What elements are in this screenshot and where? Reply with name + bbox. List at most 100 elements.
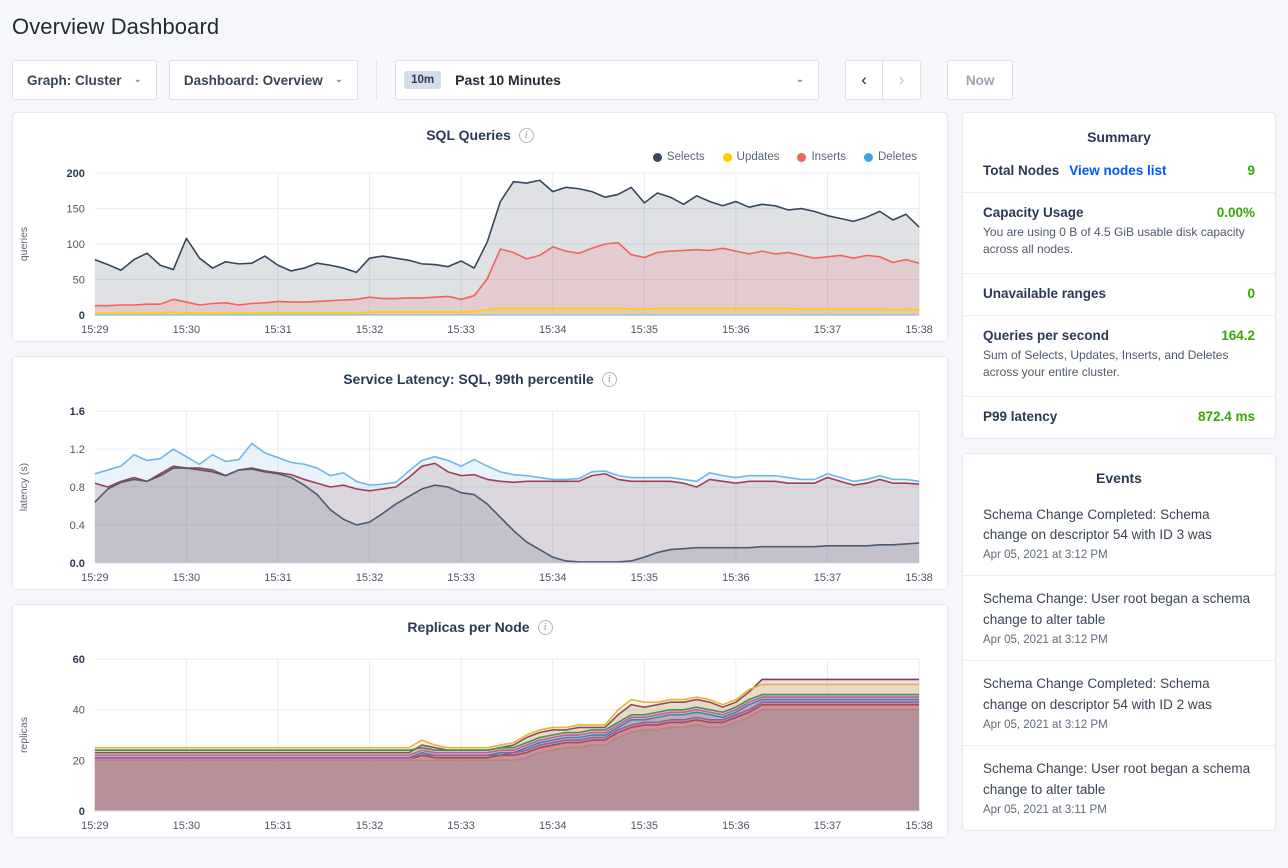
chevron-down-icon: ⌄ xyxy=(795,74,805,85)
summary-label: P99 latency xyxy=(983,408,1058,424)
svg-text:15:31: 15:31 xyxy=(264,572,291,584)
summary-row-unavailable-ranges: Unavailable ranges 0 xyxy=(963,272,1275,315)
info-icon[interactable]: i xyxy=(601,371,617,387)
svg-text:20: 20 xyxy=(73,755,85,767)
svg-text:queries: queries xyxy=(19,227,30,261)
svg-text:0: 0 xyxy=(79,806,85,818)
legend-item[interactable]: Updates xyxy=(722,151,780,163)
svg-text:0.4: 0.4 xyxy=(70,520,85,532)
svg-text:200: 200 xyxy=(67,168,85,180)
summary-value: 0 xyxy=(1247,285,1255,301)
svg-text:15:32: 15:32 xyxy=(356,572,383,584)
graph-select-label: Graph: Cluster xyxy=(27,72,122,88)
dashboard-select[interactable]: Dashboard: Overview ⌄ xyxy=(168,60,359,100)
graphs-column: SQL Queries i Selects Updates Inserts xyxy=(12,112,948,838)
view-nodes-list-link[interactable]: View nodes list xyxy=(1069,163,1167,178)
legend-swatch-inserts xyxy=(797,152,807,162)
summary-value: 872.4 ms xyxy=(1197,408,1255,424)
time-nav-group: ‹ › xyxy=(845,60,922,100)
svg-text:15:30: 15:30 xyxy=(173,324,200,336)
event-text: Schema Change Completed: Schema change o… xyxy=(983,506,1212,543)
list-item[interactable]: Schema Change Completed: Schema change o… xyxy=(963,492,1275,576)
time-range-label: Past 10 Minutes xyxy=(455,72,561,88)
legend-label: Deletes xyxy=(878,151,917,163)
svg-text:15:34: 15:34 xyxy=(539,324,566,336)
svg-text:40: 40 xyxy=(73,705,85,717)
legend-label: Inserts xyxy=(811,151,846,163)
event-timestamp: Apr 05, 2021 at 3:11 PM xyxy=(983,803,1107,816)
legend-item[interactable]: Inserts xyxy=(797,151,846,163)
graph-header: Replicas per Node i xyxy=(13,605,947,635)
svg-text:15:34: 15:34 xyxy=(539,572,566,584)
list-item[interactable]: Schema Change: User root began a schema … xyxy=(963,575,1275,660)
dashboard-body: SQL Queries i Selects Updates Inserts xyxy=(0,102,1288,838)
svg-text:15:38: 15:38 xyxy=(905,324,932,336)
summary-label: Unavailable ranges xyxy=(983,285,1107,301)
svg-text:0.0: 0.0 xyxy=(70,558,85,570)
graph-card-service-latency: Service Latency: SQL, 99th percentile i … xyxy=(12,356,948,590)
summary-row-capacity-usage: Capacity Usage 0.00% You are using 0 B o… xyxy=(963,192,1275,273)
chevron-down-icon: ⌄ xyxy=(133,74,142,85)
graph-select[interactable]: Graph: Cluster ⌄ xyxy=(12,60,157,100)
graph-header: Service Latency: SQL, 99th percentile i xyxy=(13,357,947,387)
svg-text:0: 0 xyxy=(79,310,85,322)
legend-item[interactable]: Selects xyxy=(652,151,705,163)
svg-text:15:29: 15:29 xyxy=(81,324,108,336)
summary-description: You are using 0 B of 4.5 GiB usable disk… xyxy=(983,225,1245,257)
info-icon[interactable]: i xyxy=(518,127,534,143)
svg-text:15:36: 15:36 xyxy=(722,820,749,832)
time-range-badge: 10m xyxy=(404,71,442,89)
svg-text:15:30: 15:30 xyxy=(173,820,200,832)
svg-text:15:30: 15:30 xyxy=(173,572,200,584)
summary-value: 0.00% xyxy=(1216,205,1255,220)
svg-text:15:38: 15:38 xyxy=(905,572,932,584)
svg-text:100: 100 xyxy=(67,239,85,251)
list-item[interactable]: Schema Change Completed: Schema change o… xyxy=(963,660,1275,745)
svg-text:15:33: 15:33 xyxy=(447,572,474,584)
svg-text:15:31: 15:31 xyxy=(264,324,291,336)
legend-item[interactable]: Deletes xyxy=(864,151,917,163)
svg-text:15:32: 15:32 xyxy=(356,324,383,336)
summary-label: Total Nodes xyxy=(983,163,1060,178)
summary-description: Sum of Selects, Updates, Inserts, and De… xyxy=(983,347,1229,380)
graph-title: Replicas per Node xyxy=(407,619,530,635)
event-text: Schema Change Completed: Schema change o… xyxy=(983,676,1212,713)
summary-label: Capacity Usage xyxy=(983,205,1084,220)
svg-text:15:36: 15:36 xyxy=(722,324,749,336)
summary-value: 164.2 xyxy=(1221,327,1255,343)
svg-text:15:35: 15:35 xyxy=(631,572,658,584)
svg-text:60: 60 xyxy=(73,654,85,666)
summary-title: Summary xyxy=(1087,129,1151,145)
legend-label: Updates xyxy=(736,151,780,163)
chart-service-latency[interactable]: 0.0 0.4 0.8 1.2 1.6 15:29 15:30 15:31 15:32 15:33… xyxy=(13,401,947,589)
graph-title: SQL Queries xyxy=(426,127,511,143)
svg-text:15:33: 15:33 xyxy=(447,324,474,336)
info-icon[interactable]: i xyxy=(537,619,553,635)
svg-text:15:37: 15:37 xyxy=(814,324,841,336)
previous-button[interactable]: ‹ xyxy=(845,60,884,100)
chart-sql-queries[interactable]: 0 50 100 150 200 15:29 15:30 15:31 15:32 15:33 15:… xyxy=(13,163,947,341)
svg-text:15:35: 15:35 xyxy=(631,820,658,832)
event-text: Schema Change: User root began a schema … xyxy=(983,591,1251,628)
event-timestamp: Apr 05, 2021 at 3:12 PM xyxy=(983,549,1108,562)
graph-title: Service Latency: SQL, 99th percentile xyxy=(343,371,594,387)
graph-legend: Selects Updates Inserts Deletes xyxy=(13,143,947,163)
svg-text:50: 50 xyxy=(73,274,85,286)
event-timestamp: Apr 05, 2021 at 3:12 PM xyxy=(983,634,1108,647)
page-title: Overview Dashboard xyxy=(12,14,220,39)
next-button[interactable]: › xyxy=(883,60,922,100)
summary-value: 9 xyxy=(1247,163,1255,178)
svg-text:1.6: 1.6 xyxy=(70,406,85,418)
legend-swatch-updates xyxy=(722,152,732,162)
now-button[interactable]: Now xyxy=(947,60,1014,100)
list-item[interactable]: Schema Change: User root began a schema … xyxy=(963,745,1275,830)
summary-row-total-nodes: Total Nodes View nodes list 9 xyxy=(963,151,1275,192)
legend-swatch-deletes xyxy=(864,152,873,162)
svg-text:latency (s): latency (s) xyxy=(19,463,30,511)
time-range-select[interactable]: 10m Past 10 Minutes ⌄ xyxy=(395,60,820,100)
chart-replicas-per-node[interactable]: 0 20 40 60 15:29 15:30 15:31 15:32 15:33 15:34 15:… xyxy=(13,649,947,837)
svg-text:15:34: 15:34 xyxy=(539,820,566,832)
svg-text:replicas: replicas xyxy=(19,717,30,753)
svg-text:15:38: 15:38 xyxy=(905,820,932,832)
